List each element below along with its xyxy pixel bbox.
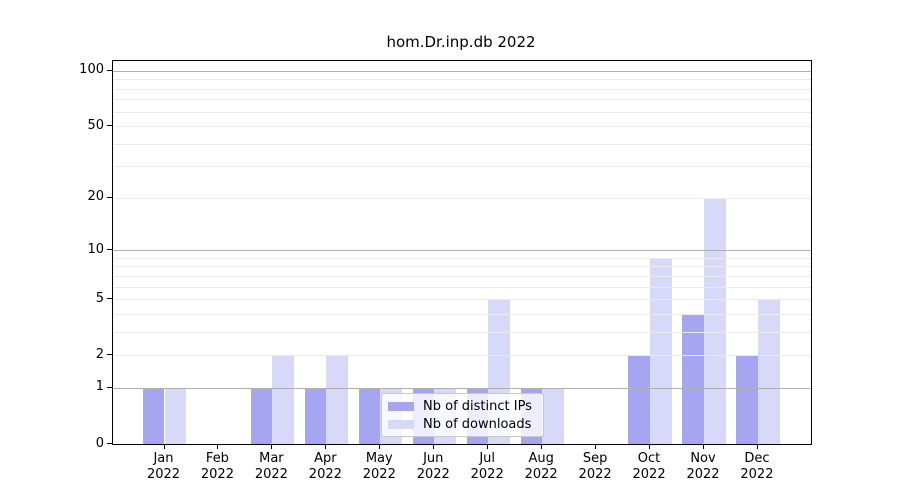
gridline-major [113, 70, 811, 72]
x-tick-label-aug: Aug 2022 [524, 451, 558, 482]
y-tick [107, 125, 112, 127]
bar-downloads-nov [704, 197, 726, 444]
bar-distinct-ips-jan [142, 387, 165, 444]
x-tick [487, 444, 489, 449]
gridline-minor [113, 197, 811, 199]
y-tick-label: 10 [87, 241, 104, 257]
x-tick [379, 444, 381, 449]
x-tick-label-sep: Sep 2022 [578, 451, 612, 482]
x-tick [433, 444, 435, 449]
bar-downloads-apr [326, 355, 348, 444]
gridline-minor [113, 299, 811, 301]
x-tick [703, 444, 704, 449]
x-tick-label-dec: Dec 2022 [740, 451, 774, 482]
legend-label: Nb of downloads [423, 416, 532, 432]
x-tick-label-mar: Mar 2022 [254, 451, 288, 482]
x-tick-label-may: May 2022 [362, 451, 396, 482]
x-tick-label-apr: Apr 2022 [308, 451, 342, 482]
y-tick-label: 5 [95, 290, 104, 306]
bar-distinct-ips-mar [250, 387, 273, 444]
x-tick [595, 444, 597, 449]
gridline-minor [113, 286, 811, 288]
y-tick [107, 298, 112, 300]
bar-distinct-ips-nov [682, 313, 704, 444]
bar-distinct-ips-oct [628, 355, 651, 444]
gridline-minor [113, 79, 811, 81]
bar-downloads-mar [272, 355, 294, 444]
gridline-minor [113, 257, 811, 259]
gridline-minor [113, 166, 811, 168]
gridline-major [113, 250, 811, 252]
x-tick [541, 444, 543, 449]
gridline-minor [113, 266, 811, 268]
bar-distinct-ips-apr [304, 387, 327, 444]
x-tick-label-jun: Jun 2022 [416, 451, 450, 482]
chart-title: hom.Dr.inp.db 2022 [386, 33, 536, 51]
gridline-minor [113, 99, 811, 101]
x-tick [325, 444, 327, 449]
gridline-minor [113, 143, 811, 145]
legend: Nb of distinct IPs Nb of downloads [381, 393, 544, 437]
bar-downloads-aug [542, 387, 564, 444]
y-tick-label: 1 [95, 379, 104, 395]
gridline-minor [113, 126, 811, 128]
bar-downloads-jan [164, 387, 187, 444]
gridline-minor [113, 355, 811, 357]
x-tick [649, 444, 651, 449]
x-tick-label-jul: Jul 2022 [470, 451, 504, 482]
gridline-minor [113, 313, 811, 315]
y-tick [107, 196, 112, 198]
x-tick-label-jan: Jan 2022 [146, 451, 181, 482]
x-tick-label-feb: Feb 2022 [200, 451, 234, 482]
x-tick [756, 444, 758, 449]
y-tick-label: 0 [95, 435, 104, 451]
gridline-minor [113, 275, 811, 277]
gridline-minor [113, 331, 811, 333]
y-tick [107, 443, 112, 444]
bar-downloads-dec [757, 299, 780, 444]
y-tick-label: 100 [79, 62, 104, 78]
y-tick [107, 249, 112, 251]
y-tick-label: 20 [87, 189, 104, 205]
y-tick-label: 50 [87, 117, 104, 133]
legend-label: Nb of distinct IPs [423, 399, 532, 415]
gridline-major [113, 387, 811, 389]
plot-area [112, 60, 812, 445]
x-tick [271, 444, 273, 449]
legend-swatch [388, 419, 414, 429]
legend-entry: Nb of distinct IPs [388, 398, 537, 416]
legend-swatch [388, 402, 414, 412]
bar-distinct-ips-may [358, 387, 381, 444]
gridline-minor [113, 111, 811, 113]
x-tick-label-oct: Oct 2022 [632, 451, 666, 482]
x-tick [163, 444, 165, 449]
x-tick [217, 444, 219, 449]
legend-entry: Nb of downloads [388, 416, 537, 434]
y-tick [107, 354, 112, 356]
x-tick-label-nov: Nov 2022 [686, 451, 720, 482]
y-tick [107, 69, 112, 71]
y-tick [107, 386, 112, 388]
bar-downloads-oct [650, 257, 672, 444]
gridline-minor [113, 88, 811, 90]
bar-distinct-ips-dec [736, 355, 758, 444]
y-tick-label: 2 [95, 346, 104, 362]
